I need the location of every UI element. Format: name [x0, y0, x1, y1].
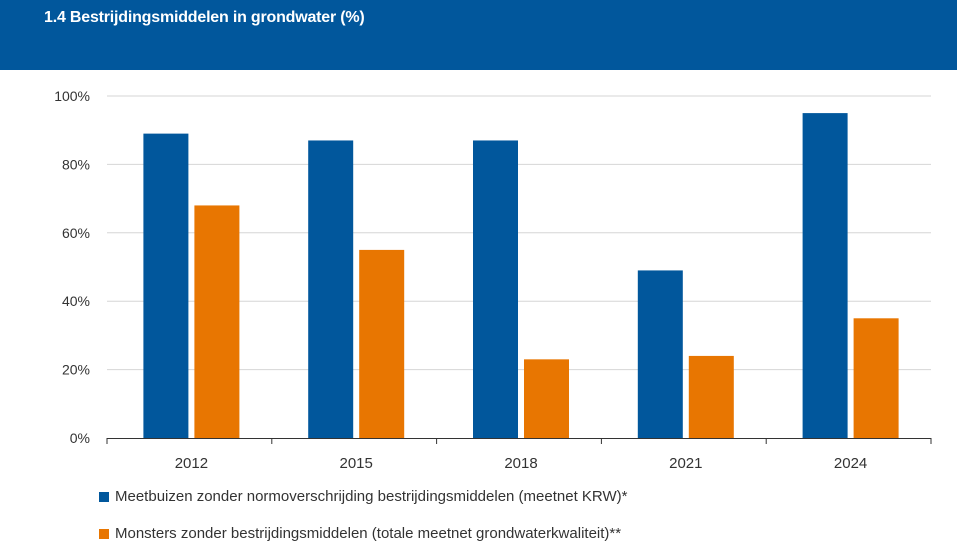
- y-tick-label: 60%: [62, 225, 90, 241]
- y-tick-label: 0%: [70, 430, 90, 446]
- x-tick-label: 2024: [834, 455, 867, 472]
- bar-series-1: [637, 270, 683, 438]
- y-tick-label: 100%: [54, 88, 90, 104]
- bar-series-2: [688, 355, 734, 438]
- x-tick-label: 2021: [669, 455, 702, 472]
- bar-series-1: [802, 113, 848, 438]
- bar-series-1: [143, 133, 189, 438]
- bar-series-2: [359, 249, 405, 438]
- y-tick-label: 40%: [62, 293, 90, 309]
- bar-series-2: [853, 318, 899, 438]
- chart-header: 1.4 Bestrijdingsmiddelen in grondwater (…: [0, 0, 957, 70]
- legend-item-series-2: Monsters zonder bestrijdingsmiddelen (to…: [99, 525, 621, 542]
- chart-title: 1.4 Bestrijdingsmiddelen in grondwater (…: [44, 9, 365, 26]
- bar-series-1: [308, 140, 354, 438]
- legend-swatch-series-1: [99, 491, 109, 502]
- legend-label-series-2: Monsters zonder bestrijdingsmiddelen (to…: [115, 525, 622, 542]
- legend-item-series-1: Meetbuizen zonder normoverschrijding bes…: [99, 488, 627, 505]
- legend-swatch-series-2: [99, 528, 109, 539]
- x-tick-label: 2015: [340, 455, 373, 472]
- bar-series-1: [473, 140, 518, 438]
- y-tick-label: 20%: [62, 362, 90, 378]
- y-tick-label: 80%: [62, 156, 90, 172]
- x-tick-label: 2012: [175, 455, 208, 472]
- x-tick-label: 2018: [504, 455, 537, 472]
- legend-label-series-1: Meetbuizen zonder normoverschrijding bes…: [115, 488, 628, 505]
- bar-series-2: [194, 205, 240, 438]
- bar-series-2: [524, 359, 569, 438]
- bar-chart: 0% 20% 40% 60% 80% 100% 2012 2015 2018 2021 2024: [54, 88, 932, 472]
